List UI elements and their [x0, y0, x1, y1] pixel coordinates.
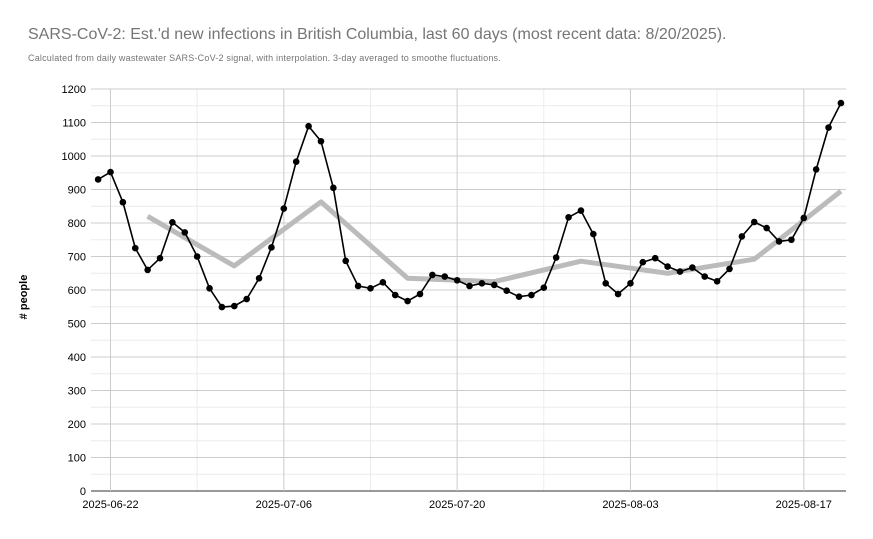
y-tick-label: 400 — [68, 352, 86, 364]
data-point — [788, 236, 795, 244]
major-grid — [91, 88, 846, 492]
y-tick-label: 0 — [80, 486, 86, 498]
data-point — [144, 266, 151, 274]
data-point — [280, 205, 288, 212]
data-point — [156, 254, 164, 262]
y-tick-label: 1200 — [62, 84, 86, 96]
data-point — [552, 254, 560, 261]
data-point — [614, 290, 622, 298]
data-point — [169, 219, 176, 226]
data-point — [738, 233, 746, 240]
data-point — [342, 257, 350, 265]
data-point — [540, 284, 548, 291]
data-point — [825, 124, 832, 131]
y-tick-label: 1100 — [62, 118, 86, 130]
data-point — [441, 273, 449, 280]
data-point — [800, 214, 808, 222]
data-point — [429, 271, 436, 279]
data-point — [255, 274, 263, 282]
data-point — [379, 278, 387, 286]
data-point — [218, 303, 226, 311]
data-point — [676, 268, 684, 275]
data-point — [726, 265, 733, 273]
data-point — [243, 295, 250, 303]
data-point — [478, 280, 486, 287]
data-point — [602, 280, 609, 287]
y-axis-ticks: 0 100 200 300 400 500 600 700 800 900 1000 1100 1200 — [62, 84, 86, 498]
data-point — [453, 276, 461, 284]
x-axis-ticks: 2025-06-22 2025-07-06 2025-07-20 2025-08-03… — [82, 499, 832, 511]
daily-series-line — [97, 102, 842, 308]
data-point — [231, 302, 238, 310]
x-tick-label: 2025-08-17 — [776, 499, 832, 511]
data-point — [639, 258, 647, 266]
data-point — [268, 244, 275, 251]
y-tick-label: 600 — [68, 285, 86, 297]
data-point — [689, 264, 696, 271]
chart-subtitle: Calculated from daily wastewater SARS-Co… — [28, 53, 501, 63]
data-point — [391, 291, 399, 299]
data-point — [354, 282, 362, 290]
y-tick-label: 500 — [68, 319, 86, 331]
data-point — [651, 254, 659, 262]
data-point — [317, 137, 325, 145]
data-point — [701, 273, 709, 280]
data-point — [664, 263, 671, 270]
data-point — [131, 244, 139, 252]
y-tick-label: 200 — [68, 419, 86, 431]
data-point — [107, 168, 114, 176]
y-tick-label: 300 — [68, 386, 86, 398]
data-point — [837, 99, 845, 107]
data-point — [416, 290, 424, 298]
data-point — [404, 297, 411, 305]
x-tick-label: 2025-08-03 — [602, 499, 658, 511]
data-point — [305, 122, 312, 130]
series-group — [94, 99, 845, 311]
data-point — [490, 281, 498, 289]
y-tick-label: 800 — [68, 218, 86, 230]
data-point — [528, 291, 535, 299]
y-tick-label: 100 — [68, 453, 86, 465]
data-point — [292, 158, 300, 165]
data-point — [119, 198, 127, 206]
data-point — [775, 238, 783, 245]
data-point — [193, 253, 201, 260]
x-tick-label: 2025-07-06 — [256, 499, 312, 511]
data-point — [503, 287, 510, 294]
data-point — [750, 218, 758, 226]
data-point — [466, 282, 473, 290]
data-point — [181, 229, 189, 236]
chart-title: SARS-CoV-2: Est.'d new infections in Bri… — [28, 26, 727, 43]
y-tick-label: 900 — [68, 185, 86, 197]
x-tick-label: 2025-06-22 — [82, 499, 138, 511]
data-point — [515, 293, 523, 301]
smoothed-series-line — [146, 189, 843, 285]
data-point — [565, 214, 572, 221]
x-tick-label: 2025-07-20 — [429, 499, 485, 511]
data-point — [367, 285, 374, 292]
data-point — [812, 166, 820, 173]
data-point — [590, 230, 597, 238]
data-point — [713, 277, 721, 285]
data-point — [94, 176, 102, 183]
data-point — [627, 280, 634, 287]
y-tick-label: 700 — [68, 252, 86, 264]
y-tick-label: 1000 — [62, 151, 86, 163]
data-point — [763, 224, 770, 232]
data-point — [577, 207, 585, 214]
data-point — [206, 285, 213, 292]
data-point — [330, 184, 337, 192]
